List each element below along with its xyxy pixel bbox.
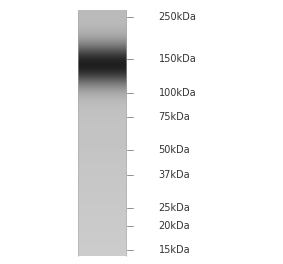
Text: 25kDa: 25kDa xyxy=(158,203,190,213)
Text: 75kDa: 75kDa xyxy=(158,112,190,122)
Text: 250kDa: 250kDa xyxy=(158,12,196,22)
Text: 150kDa: 150kDa xyxy=(158,54,196,64)
Text: 20kDa: 20kDa xyxy=(158,221,190,232)
Text: 37kDa: 37kDa xyxy=(158,171,190,181)
Text: 15kDa: 15kDa xyxy=(158,245,190,255)
Text: 100kDa: 100kDa xyxy=(158,88,196,98)
Text: 50kDa: 50kDa xyxy=(158,145,190,155)
